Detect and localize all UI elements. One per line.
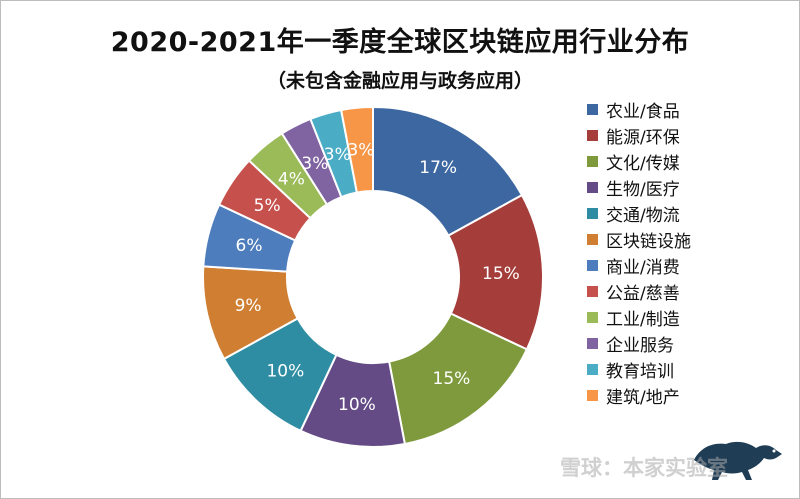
- legend-item: 企业服务: [587, 330, 691, 356]
- legend-swatch: [587, 207, 598, 219]
- legend-label: 工业/制造: [606, 309, 680, 330]
- slice-label-11: 3%: [324, 145, 351, 165]
- legend-label: 交通/物流: [606, 205, 680, 226]
- slice-label-2: 15%: [482, 264, 520, 284]
- donut-slice-1: [372, 105, 524, 237]
- chart-title: 2020-2021年一季度全球区块链应用行业分布: [110, 27, 690, 58]
- legend-item: 工业/制造: [587, 304, 691, 330]
- legend-item: 商业/消费: [587, 252, 691, 278]
- legend-swatch: [587, 129, 598, 141]
- legend-swatch: [587, 389, 598, 401]
- legend-label: 区块链设施: [606, 231, 691, 252]
- legend-swatch: [587, 181, 598, 193]
- legend-item: 农业/食品: [587, 96, 691, 122]
- legend-swatch: [587, 311, 598, 323]
- legend-swatch: [587, 103, 598, 115]
- legend-label: 农业/食品: [606, 101, 680, 122]
- slice-label-3: 15%: [433, 369, 471, 389]
- donut-slice-12: [339, 105, 374, 194]
- chart-legend: 农业/食品能源/环保文化/传媒生物/医疗交通/物流区块链设施商业/消费公益/慈善…: [587, 96, 691, 408]
- legend-item: 生物/医疗: [587, 174, 691, 200]
- chart-subtitle: （未包含金融应用与政务应用）: [266, 70, 533, 92]
- legend-label: 公益/慈善: [606, 283, 680, 304]
- watermark-text: 雪球：本家实验室: [560, 456, 728, 480]
- legend-swatch: [587, 285, 598, 297]
- legend-item: 建筑/地产: [587, 382, 691, 408]
- legend-swatch: [587, 155, 598, 167]
- slice-label-9: 4%: [278, 169, 305, 189]
- legend-item: 区块链设施: [587, 226, 691, 252]
- legend-item: 交通/物流: [587, 200, 691, 226]
- legend-label: 文化/传媒: [606, 153, 680, 174]
- panther-logo-icon: [694, 441, 782, 480]
- slice-label-7: 6%: [236, 236, 263, 256]
- legend-swatch: [587, 337, 598, 349]
- legend-swatch: [587, 259, 598, 271]
- slice-label-6: 9%: [235, 296, 262, 316]
- legend-item: 教育培训: [587, 356, 691, 382]
- legend-label: 教育培训: [606, 361, 674, 382]
- legend-item: 能源/环保: [587, 122, 691, 148]
- slice-label-1: 17%: [419, 158, 457, 178]
- slice-label-4: 10%: [338, 395, 376, 415]
- legend-swatch: [587, 233, 598, 245]
- legend-label: 商业/消费: [606, 257, 680, 278]
- legend-swatch: [587, 363, 598, 375]
- slice-label-5: 10%: [266, 361, 304, 381]
- legend-label: 能源/环保: [606, 127, 680, 148]
- legend-item: 文化/传媒: [587, 148, 691, 174]
- legend-label: 企业服务: [606, 335, 674, 356]
- legend-item: 公益/慈善: [587, 278, 691, 304]
- legend-label: 建筑/地产: [606, 387, 680, 408]
- slice-label-12: 3%: [347, 141, 374, 161]
- legend-label: 生物/医疗: [606, 179, 680, 200]
- slice-label-8: 5%: [254, 196, 281, 216]
- slice-label-10: 3%: [301, 154, 328, 174]
